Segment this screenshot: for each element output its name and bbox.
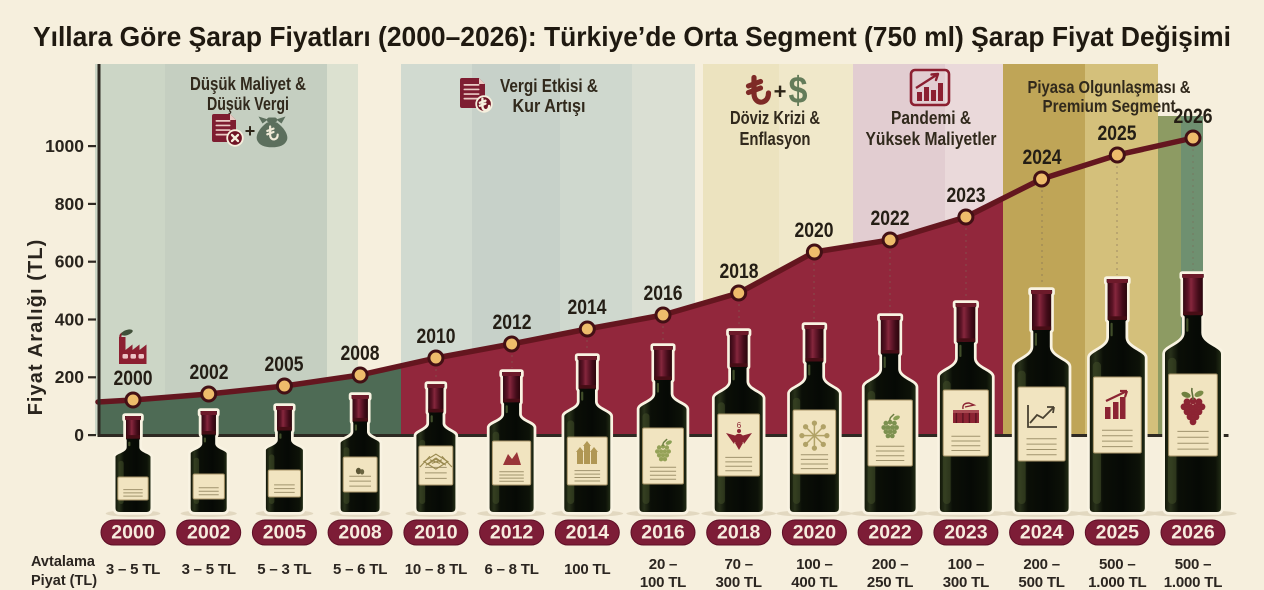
svg-text:400 TL: 400 TL: [791, 574, 837, 590]
svg-text:2025: 2025: [1096, 522, 1140, 544]
svg-text:2014: 2014: [566, 522, 610, 544]
svg-text:500 TL: 500 TL: [1018, 574, 1064, 590]
svg-text:Yüksek Maliyetler: Yüksek Maliyetler: [866, 129, 997, 149]
svg-text:3 – 5 TL: 3 – 5 TL: [106, 561, 160, 578]
svg-text:2024: 2024: [1023, 146, 1062, 169]
svg-text:Düşük Maliyet &: Düşük Maliyet &: [190, 74, 306, 94]
svg-text:$: $: [789, 70, 808, 112]
svg-text:+: +: [245, 121, 256, 141]
svg-text:2000: 2000: [111, 522, 155, 544]
svg-text:2026: 2026: [1171, 522, 1215, 544]
svg-text:Yıllara Göre Şarap Fiyatları (: Yıllara Göre Şarap Fiyatları (2000–2026)…: [33, 21, 1231, 52]
svg-text:100 –: 100 –: [948, 556, 985, 573]
svg-text:2010: 2010: [414, 522, 458, 544]
svg-text:1.000 TL: 1.000 TL: [1088, 574, 1146, 590]
svg-text:2023: 2023: [947, 184, 986, 207]
svg-text:2018: 2018: [720, 260, 759, 283]
svg-text:100 –: 100 –: [796, 556, 833, 573]
svg-text:6 – 8 TL: 6 – 8 TL: [484, 561, 538, 578]
svg-text:2005: 2005: [263, 522, 307, 544]
svg-text:2010: 2010: [417, 325, 456, 348]
svg-text:Vergi Etkisi &: Vergi Etkisi &: [500, 76, 598, 96]
svg-text:500 –: 500 –: [1175, 556, 1212, 573]
svg-text:800: 800: [55, 194, 84, 214]
svg-text:2002: 2002: [187, 522, 231, 544]
svg-text:1.000 TL: 1.000 TL: [1164, 574, 1222, 590]
svg-text:2016: 2016: [641, 522, 685, 544]
svg-text:2026: 2026: [1174, 105, 1213, 128]
svg-text:1000: 1000: [45, 136, 84, 156]
svg-text:250 TL: 250 TL: [867, 574, 913, 590]
svg-text:Kur Artışı: Kur Artışı: [513, 96, 586, 116]
svg-text:600: 600: [55, 252, 84, 272]
svg-text:2025: 2025: [1098, 122, 1137, 145]
svg-text:100 TL: 100 TL: [640, 574, 686, 590]
svg-text:5 – 6 TL: 5 – 6 TL: [333, 561, 387, 578]
svg-text:500 –: 500 –: [1099, 556, 1136, 573]
svg-text:0: 0: [74, 425, 84, 445]
svg-text:Düşük Vergi: Düşük Vergi: [207, 94, 289, 114]
svg-text:2000: 2000: [114, 367, 153, 390]
svg-text:70 –: 70 –: [724, 556, 752, 573]
svg-text:2008: 2008: [338, 522, 382, 544]
svg-text:+: +: [774, 79, 787, 104]
svg-text:2020: 2020: [795, 219, 834, 242]
svg-text:2012: 2012: [493, 311, 532, 334]
svg-text:2022: 2022: [868, 522, 912, 544]
svg-text:Enflasyon: Enflasyon: [740, 129, 811, 149]
svg-text:2002: 2002: [190, 361, 229, 384]
svg-text:400: 400: [55, 309, 84, 329]
svg-text:2023: 2023: [944, 522, 988, 544]
svg-text:2022: 2022: [871, 207, 910, 230]
svg-text:2018: 2018: [717, 522, 761, 544]
svg-text:Avtalama: Avtalama: [31, 554, 96, 570]
svg-text:3 – 5 TL: 3 – 5 TL: [182, 561, 236, 578]
svg-text:6: 6: [737, 421, 742, 430]
svg-text:200: 200: [55, 367, 84, 387]
svg-text:Döviz Krizi &: Döviz Krizi &: [730, 108, 820, 128]
svg-text:2024: 2024: [1020, 522, 1064, 544]
svg-text:100 TL: 100 TL: [564, 561, 610, 578]
svg-text:300 TL: 300 TL: [716, 574, 762, 590]
svg-text:Piyasa Olgunlaşması &: Piyasa Olgunlaşması &: [1028, 77, 1191, 97]
svg-text:300 TL: 300 TL: [943, 574, 989, 590]
svg-text:2008: 2008: [341, 342, 380, 365]
svg-text:2016: 2016: [644, 282, 683, 305]
svg-text:20 –: 20 –: [649, 556, 677, 573]
svg-text:Piyat (TL): Piyat (TL): [31, 573, 97, 589]
svg-text:2020: 2020: [793, 522, 837, 544]
svg-text:10 – 8 TL: 10 – 8 TL: [405, 561, 467, 578]
svg-text:Premium Segment: Premium Segment: [1043, 96, 1176, 116]
svg-text:Pandemi &: Pandemi &: [891, 108, 971, 128]
svg-text:5 – 3 TL: 5 – 3 TL: [257, 561, 311, 578]
svg-text:Fiyat Aralığı (TL): Fiyat Aralığı (TL): [25, 239, 47, 416]
svg-text:200 –: 200 –: [872, 556, 909, 573]
svg-text:2005: 2005: [265, 353, 304, 376]
svg-text:200 –: 200 –: [1023, 556, 1060, 573]
svg-text:2012: 2012: [490, 522, 534, 544]
svg-text:2014: 2014: [568, 296, 607, 319]
